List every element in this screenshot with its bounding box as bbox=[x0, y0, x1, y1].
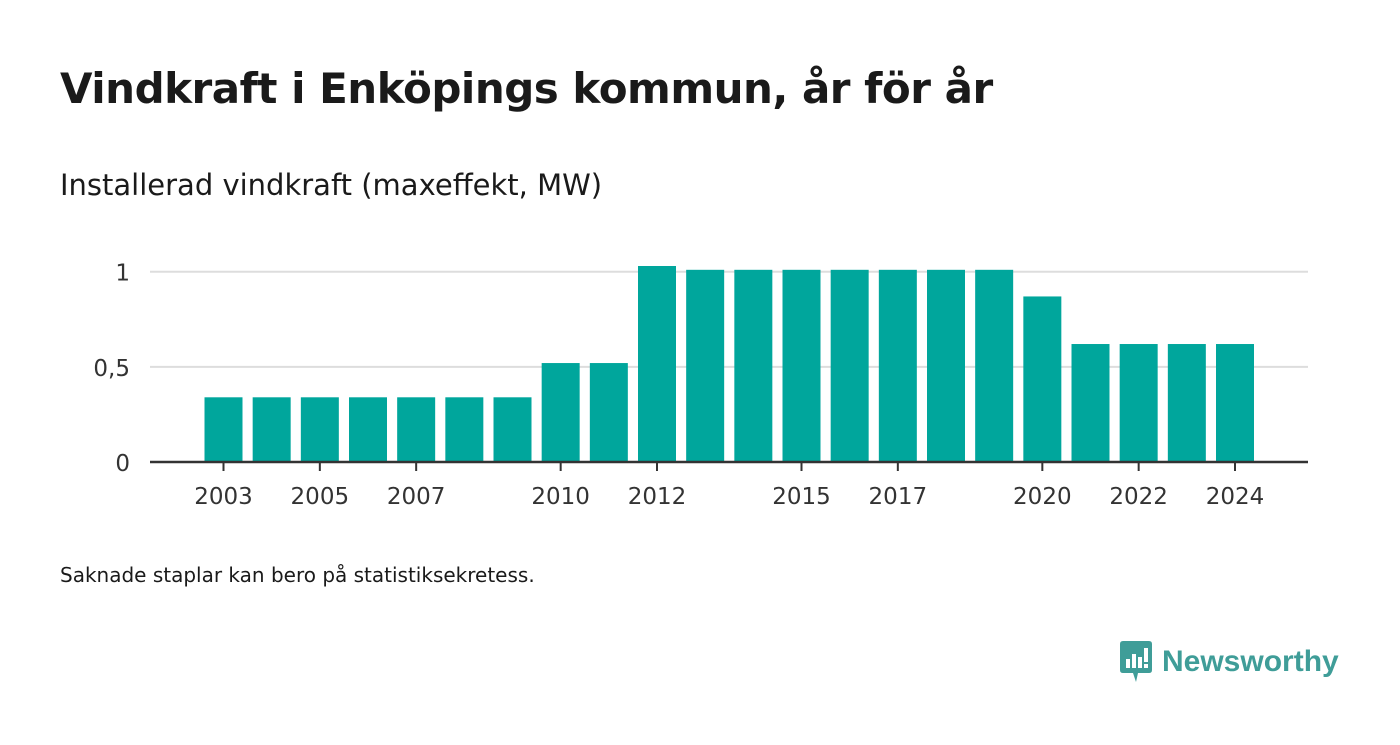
bar-2018 bbox=[927, 270, 965, 462]
bar-2014 bbox=[734, 270, 772, 462]
bar-2011 bbox=[590, 363, 628, 462]
bar-2013 bbox=[686, 270, 724, 462]
bar-2003 bbox=[205, 397, 243, 462]
y-tick-label: 0 bbox=[115, 451, 130, 477]
bar-2012 bbox=[638, 266, 676, 462]
bar-2006 bbox=[349, 397, 387, 462]
newsworthy-logo-icon bbox=[1118, 640, 1154, 684]
bar-2008 bbox=[445, 397, 483, 462]
bar-2010 bbox=[542, 363, 580, 462]
x-tick-label: 2017 bbox=[869, 484, 928, 510]
x-tick-label: 2020 bbox=[1013, 484, 1072, 510]
bar-2022 bbox=[1120, 344, 1158, 462]
x-tick-label: 2022 bbox=[1109, 484, 1168, 510]
bars bbox=[205, 266, 1255, 462]
bar-2007 bbox=[397, 397, 435, 462]
x-tick-label: 2012 bbox=[628, 484, 687, 510]
y-tick-label: 1 bbox=[115, 261, 130, 287]
bar-2017 bbox=[879, 270, 917, 462]
x-tick-label: 2007 bbox=[387, 484, 446, 510]
bar-2020 bbox=[1023, 296, 1061, 462]
brand-logo[interactable]: Newsworthy bbox=[1118, 640, 1339, 684]
footnote: Saknade staplar kan bero på statistiksek… bbox=[60, 563, 535, 587]
bar-2019 bbox=[975, 270, 1013, 462]
bar-2021 bbox=[1072, 344, 1110, 462]
bar-2005 bbox=[301, 397, 339, 462]
x-tick-label: 2010 bbox=[531, 484, 590, 510]
bar-2024 bbox=[1216, 344, 1254, 462]
bar-2009 bbox=[494, 397, 532, 462]
x-tick-label: 2024 bbox=[1206, 484, 1265, 510]
x-tick-label: 2015 bbox=[772, 484, 831, 510]
bar-2023 bbox=[1168, 344, 1206, 462]
bar-2004 bbox=[253, 397, 291, 462]
bar-2015 bbox=[783, 270, 821, 462]
x-tick-label: 2005 bbox=[291, 484, 350, 510]
bar-chart: 0 0,5 1 2003 2005 2007 2010 2012 2015 2017 2020 202… bbox=[0, 0, 1400, 745]
brand-name: Newsworthy bbox=[1162, 645, 1339, 679]
x-tick-label: 2003 bbox=[194, 484, 253, 510]
bar-2016 bbox=[831, 270, 869, 462]
y-tick-label: 0,5 bbox=[93, 356, 130, 382]
